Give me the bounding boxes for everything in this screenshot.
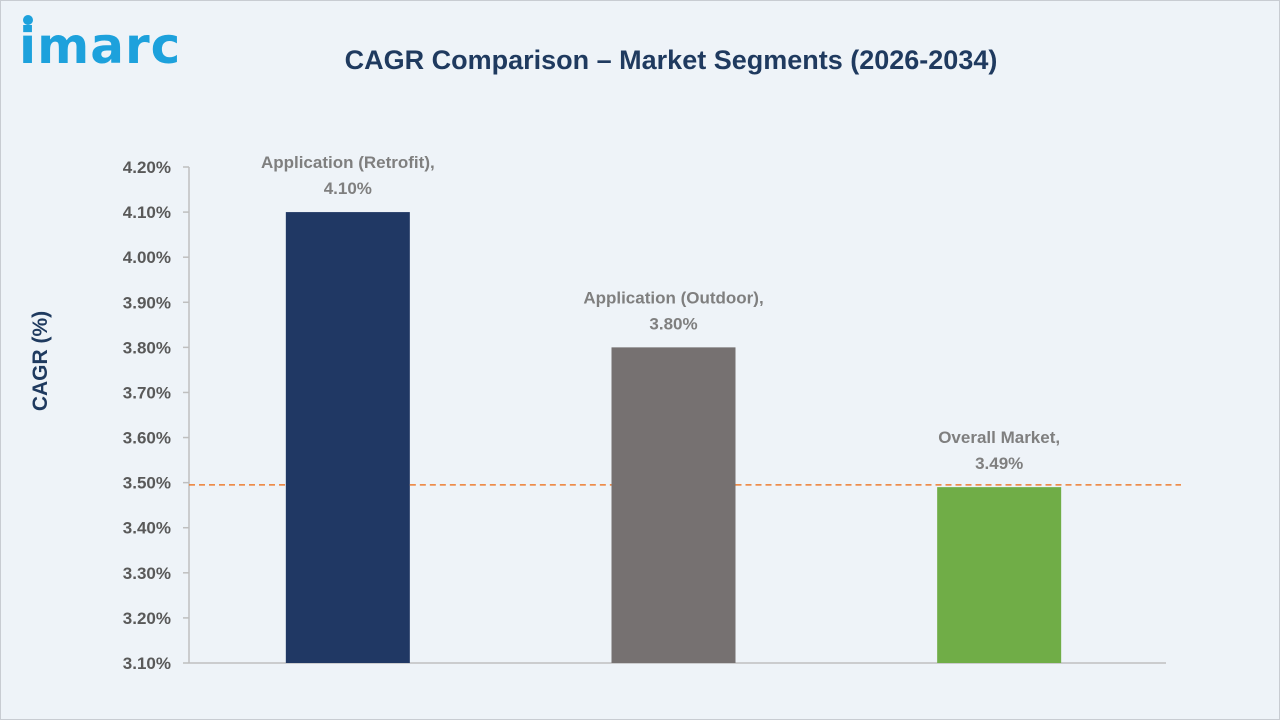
y-tick-label: 3.50% [123, 474, 171, 493]
bar-2 [611, 347, 736, 663]
y-tick-label: 4.10% [123, 203, 171, 222]
data-label-category: Application (Outdoor), [583, 288, 763, 307]
y-tick-label: 3.60% [123, 429, 171, 448]
data-label-value: 3.80% [649, 314, 697, 333]
y-tick-label: 3.90% [123, 293, 171, 312]
data-label-value: 4.10% [324, 179, 372, 198]
brand-logo: imarc [19, 17, 182, 75]
y-tick-label: 3.20% [123, 609, 171, 628]
chart-title: CAGR Comparison – Market Segments (2026-… [344, 45, 998, 75]
data-label-value: 3.49% [975, 454, 1023, 473]
y-tick-label: 3.80% [123, 338, 171, 357]
data-label-category: Application (Retrofit), [261, 153, 435, 172]
y-tick-label: 3.10% [123, 654, 171, 673]
y-tick-label: 3.40% [123, 519, 171, 538]
data-label-category: Overall Market, [938, 428, 1060, 447]
logo-dot [23, 15, 33, 25]
y-tick-label: 3.70% [123, 383, 171, 402]
y-tick-label: 3.30% [123, 564, 171, 583]
y-tick-label: 4.20% [123, 158, 171, 177]
bar-1 [285, 212, 410, 663]
y-tick-label: 4.00% [123, 248, 171, 267]
bar-3 [937, 487, 1062, 663]
